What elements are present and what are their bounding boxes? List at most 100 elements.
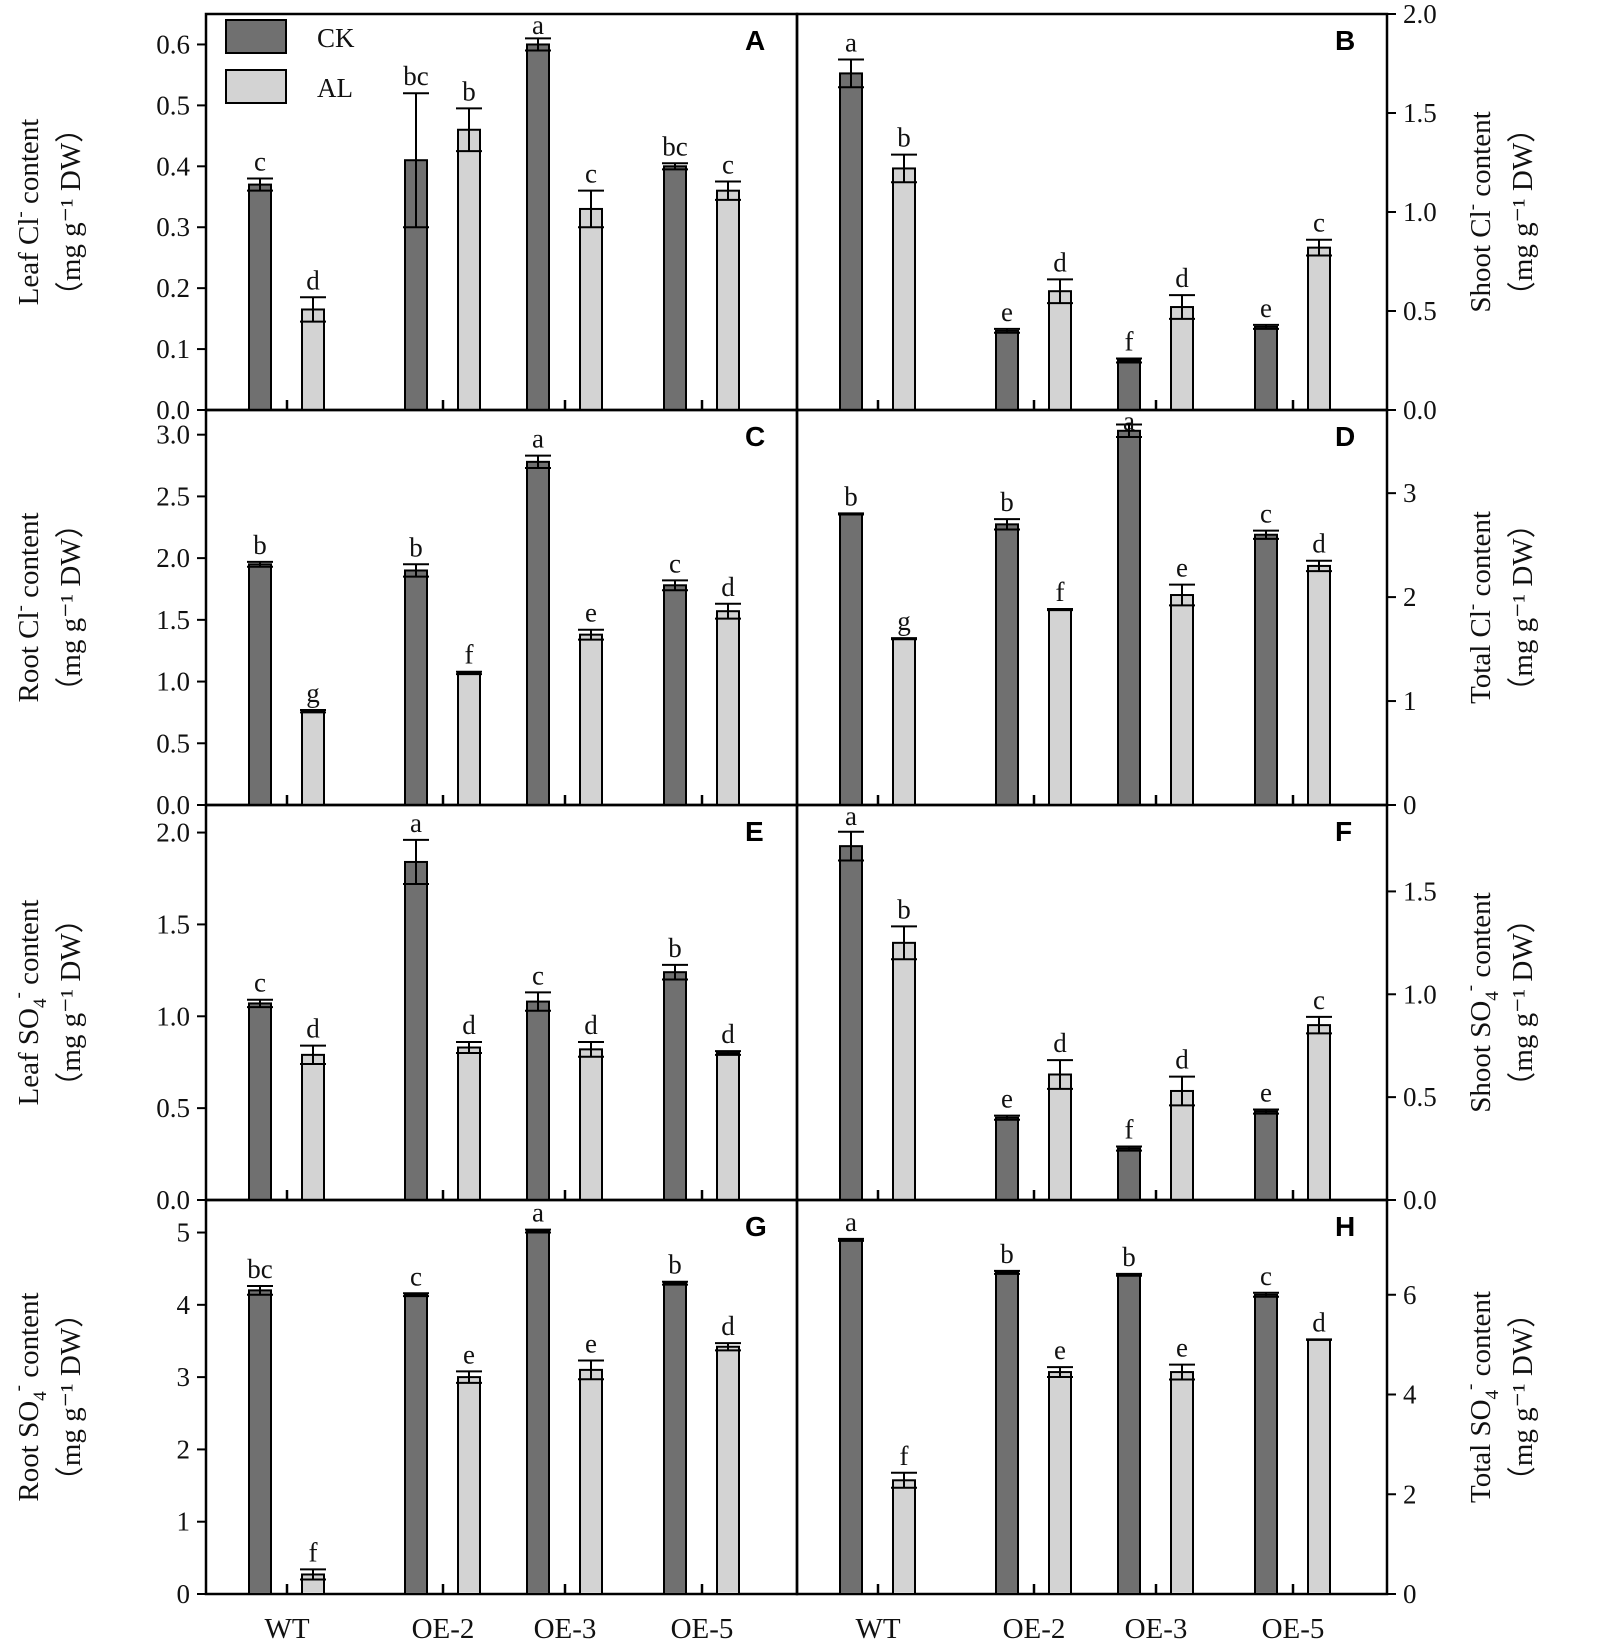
significance-letter: f — [309, 1537, 318, 1567]
bar-ck — [839, 512, 863, 807]
significance-letter: d — [1053, 247, 1067, 277]
y-tick-label: 0.0 — [156, 1185, 190, 1215]
significance-letter: f — [465, 640, 474, 670]
y-axis-unit: （mg g⁻¹ DW） — [55, 1299, 87, 1495]
significance-letter: d — [306, 265, 320, 295]
y-tick-label: 0 — [1403, 1579, 1417, 1609]
significance-letter: b — [844, 481, 858, 511]
significance-letter: a — [410, 808, 422, 838]
y-tick-label: 4 — [177, 1290, 191, 1320]
bar-al — [1307, 564, 1331, 807]
y-tick-label: 0.3 — [156, 212, 190, 242]
panel-h: 0 2 4 6 Total SO4- content （mg g⁻¹ DW） Ha f WT b e… — [795, 1198, 1539, 1645]
y-tick-label: 0.1 — [156, 334, 190, 364]
y-tick-label: 0.5 — [1403, 296, 1437, 326]
significance-letter: e — [1260, 1077, 1272, 1107]
significance-letter: a — [845, 1207, 857, 1237]
significance-letter: d — [306, 1014, 320, 1044]
x-category-label: WT — [264, 1613, 309, 1645]
significance-letter: b — [1000, 1239, 1014, 1269]
y-tick-label: 1.0 — [1403, 197, 1437, 227]
significance-letter: a — [845, 801, 857, 831]
bar-ck — [995, 1116, 1019, 1202]
panel-letter: G — [745, 1211, 767, 1242]
significance-letter: b — [462, 76, 476, 106]
bar-al — [1307, 246, 1331, 411]
significance-letter: b — [1000, 487, 1014, 517]
panel-letter: H — [1335, 1211, 1355, 1242]
legend-label-ck: CK — [317, 23, 355, 53]
significance-letter: bc — [662, 131, 688, 161]
panel-e: 0.0 0.5 1.0 1.5 2.0 Leaf SO4- content （mg g⁻¹ … — [8, 803, 799, 1215]
significance-letter: e — [1176, 1333, 1188, 1363]
y-tick-label: 0.5 — [156, 1093, 190, 1123]
bar-al — [1170, 306, 1194, 412]
y-axis-unit: （mg g⁻¹ DW） — [55, 509, 87, 705]
bar-al — [457, 1376, 481, 1595]
bar-ck — [526, 1230, 550, 1595]
y-axis-unit: （mg g⁻¹ DW） — [1507, 1299, 1539, 1495]
y-tick-label: 2 — [1403, 1479, 1417, 1509]
bar-al — [1170, 1371, 1194, 1595]
significance-letter: a — [532, 10, 544, 40]
significance-letter: e — [1176, 553, 1188, 583]
panel-frame — [204, 803, 799, 1202]
significance-letter: d — [462, 1010, 476, 1040]
bar-al — [579, 633, 603, 806]
x-category-label: OE-2 — [412, 1613, 475, 1645]
significance-letter: b — [253, 530, 267, 560]
bar-ck — [663, 1282, 687, 1595]
significance-letter: c — [410, 1261, 422, 1291]
significance-letter: b — [668, 933, 682, 963]
significance-letter: e — [463, 1339, 475, 1369]
legend: CK AL — [225, 19, 355, 104]
bar-al — [716, 610, 740, 806]
significance-letter: a — [532, 1198, 544, 1228]
y-axis-title: Root SO4- content — [8, 1292, 51, 1501]
bar-ck — [663, 971, 687, 1201]
y-tick-label: 2.5 — [156, 481, 190, 511]
bar-ck — [248, 563, 272, 806]
panel-b: 0.0 0.5 1.0 1.5 2.0 Shoot Cl- content （mg g⁻¹ … — [795, 0, 1539, 425]
x-category-label: OE-3 — [534, 1613, 597, 1645]
y-tick-label: 2.0 — [156, 818, 190, 848]
y-tick-label: 2.0 — [156, 543, 190, 573]
significance-letter: b — [409, 532, 423, 562]
significance-letter: b — [897, 894, 911, 924]
bar-al — [301, 710, 325, 806]
bar-al — [1170, 594, 1194, 806]
y-tick-label: 2 — [1403, 582, 1417, 612]
significance-letter: f — [1125, 1115, 1134, 1145]
bar-al — [716, 1345, 740, 1596]
bar-ck — [404, 860, 428, 1201]
significance-letter: d — [584, 1010, 598, 1040]
y-tick-label: 0.0 — [156, 790, 190, 820]
y-tick-label: 1 — [177, 1507, 191, 1537]
y-tick-label: 0 — [1403, 790, 1417, 820]
bar-ck — [839, 1238, 863, 1595]
y-tick-label: 1 — [1403, 686, 1417, 716]
bar-ck — [1117, 359, 1141, 411]
bar-ck — [526, 1000, 550, 1202]
bar-al — [579, 207, 603, 411]
y-tick-label: 2 — [177, 1434, 191, 1464]
bar-al — [892, 941, 916, 1202]
bar-al — [1048, 290, 1072, 412]
significance-letter: c — [532, 960, 544, 990]
bar-ck — [839, 845, 863, 1201]
y-tick-label: 3 — [177, 1362, 191, 1392]
panel-letter: D — [1335, 421, 1355, 452]
bar-al — [1170, 1089, 1194, 1201]
y-tick-label: 1.5 — [156, 605, 190, 635]
significance-letter: e — [1001, 297, 1013, 327]
bar-ck — [248, 183, 272, 411]
significance-letter: c — [722, 150, 734, 180]
bar-ck — [1117, 1147, 1141, 1202]
significance-letter: e — [1054, 1335, 1066, 1365]
bar-al — [301, 1053, 325, 1202]
bar-al — [1307, 1024, 1331, 1202]
bar-al — [716, 189, 740, 411]
panel-a: 0.0 0.1 0.2 0.3 0.4 0.5 0.6 Leaf Cl- content （mg… — [10, 10, 799, 425]
bar-ck — [995, 329, 1019, 411]
